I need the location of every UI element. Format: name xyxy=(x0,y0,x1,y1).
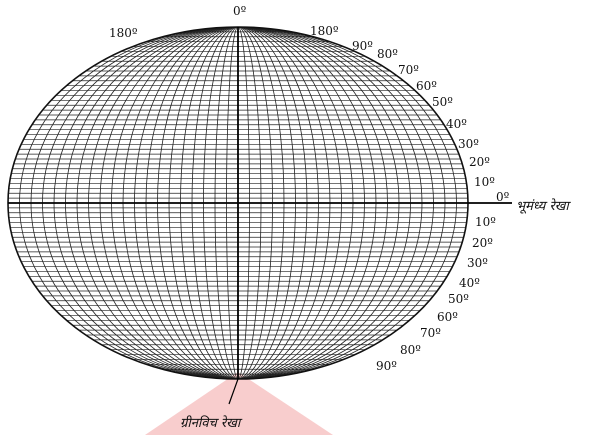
label-top-meridian: 0º xyxy=(233,4,247,18)
latitude-label: 30º xyxy=(458,137,479,151)
latitude-labels-south: 10º 20º 30º 40º 50º 60º 70º 80º 90º xyxy=(376,215,496,373)
latitude-label: 10º xyxy=(474,175,495,189)
latitude-label: 40º xyxy=(459,276,480,290)
label-equator-degree: 0º xyxy=(496,190,510,204)
label-top-left-meridian: 180º xyxy=(109,26,138,40)
latitude-labels-north: 90º 80º 70º 60º 50º 40º 30º 20º 10º xyxy=(352,39,495,189)
latitude-label: 10º xyxy=(475,215,496,229)
latitude-label: 70º xyxy=(420,326,441,340)
label-equator-name: भूमंध्य रेखा xyxy=(516,198,571,214)
latitude-label: 20º xyxy=(469,155,490,169)
label-prime-meridian-name: ग्रीनविच रेखा xyxy=(180,415,243,431)
latitude-label: 30º xyxy=(467,256,488,270)
latitude-label: 90º xyxy=(376,359,397,373)
latitude-label: 60º xyxy=(437,310,458,324)
latitude-label: 80º xyxy=(400,343,421,357)
prime-meridian-pointer xyxy=(228,378,239,405)
latitude-label: 50º xyxy=(448,292,469,306)
latitude-label: 90º xyxy=(352,39,373,53)
latitude-label: 40º xyxy=(446,117,467,131)
accent-triangle xyxy=(145,372,333,435)
latitude-label: 60º xyxy=(416,79,437,93)
latitude-label: 70º xyxy=(398,63,419,77)
latitude-label: 20º xyxy=(472,236,493,250)
latitude-label: 50º xyxy=(432,95,453,109)
label-top-right-meridian: 180º xyxy=(310,24,339,38)
latitude-label: 80º xyxy=(377,47,398,61)
